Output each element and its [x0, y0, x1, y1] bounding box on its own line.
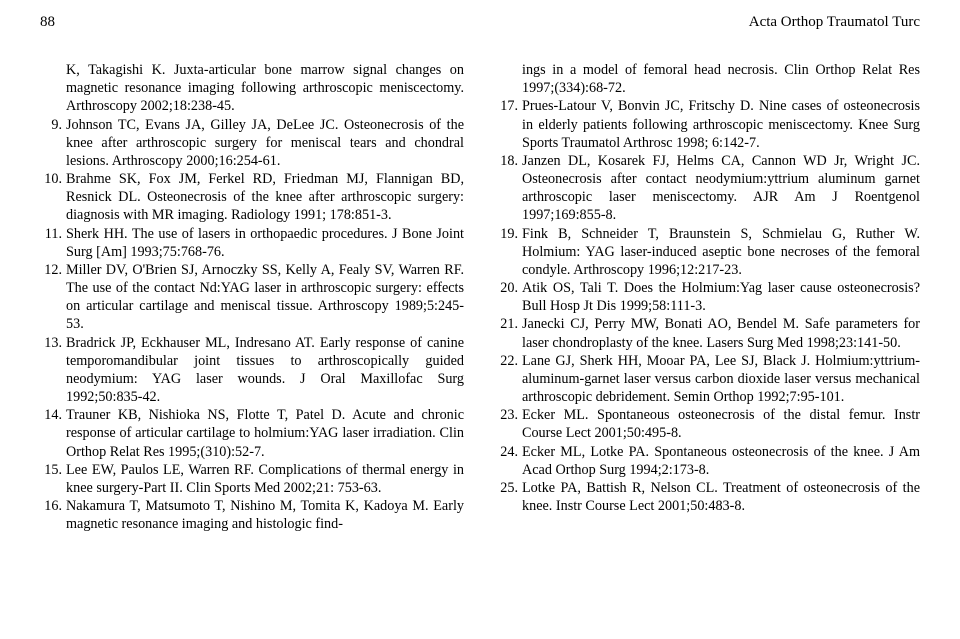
right-column: ings in a model of femoral head necrosis… [496, 61, 920, 533]
left-column: K, Takagishi K. Juxta-articular bone mar… [40, 61, 464, 533]
reference-item: 17.Prues-Latour V, Bonvin JC, Fritschy D… [496, 97, 920, 152]
ref-body: K, Takagishi K. Juxta-articular bone mar… [66, 61, 464, 116]
ref-body: Miller DV, O'Brien SJ, Arnoczky SS, Kell… [66, 261, 464, 334]
ref-number: 19. [496, 225, 522, 280]
journal-name: Acta Orthop Traumatol Turc [749, 14, 920, 31]
ref-num-blank [40, 61, 66, 116]
ref-body: Ecker ML. Spontaneous osteonecrosis of t… [522, 406, 920, 442]
ref-body: Sherk HH. The use of lasers in orthopaed… [66, 225, 464, 261]
ref-body: Bradrick JP, Eckhauser ML, Indresano AT.… [66, 334, 464, 407]
reference-continuation: K, Takagishi K. Juxta-articular bone mar… [40, 61, 464, 116]
ref-body: Janzen DL, Kosarek FJ, Helms CA, Cannon … [522, 152, 920, 225]
ref-number: 25. [496, 479, 522, 515]
reference-item: 22.Lane GJ, Sherk HH, Mooar PA, Lee SJ, … [496, 352, 920, 407]
ref-num-blank [496, 61, 522, 97]
reference-item: 11.Sherk HH. The use of lasers in orthop… [40, 225, 464, 261]
ref-number: 23. [496, 406, 522, 442]
reference-item: 10.Brahme SK, Fox JM, Ferkel RD, Friedma… [40, 170, 464, 225]
ref-body: Ecker ML, Lotke PA. Spontaneous osteonec… [522, 443, 920, 479]
reference-continuation: ings in a model of femoral head necrosis… [496, 61, 920, 97]
ref-number: 17. [496, 97, 522, 152]
reference-item: 21.Janecki CJ, Perry MW, Bonati AO, Bend… [496, 315, 920, 351]
ref-number: 12. [40, 261, 66, 334]
reference-item: 23.Ecker ML. Spontaneous osteonecrosis o… [496, 406, 920, 442]
reference-item: 12.Miller DV, O'Brien SJ, Arnoczky SS, K… [40, 261, 464, 334]
reference-item: 18.Janzen DL, Kosarek FJ, Helms CA, Cann… [496, 152, 920, 225]
ref-body: Lotke PA, Battish R, Nelson CL. Treatmen… [522, 479, 920, 515]
ref-body: Nakamura T, Matsumoto T, Nishino M, Tomi… [66, 497, 464, 533]
ref-body: Prues-Latour V, Bonvin JC, Fritschy D. N… [522, 97, 920, 152]
ref-number: 15. [40, 461, 66, 497]
reference-item: 14.Trauner KB, Nishioka NS, Flotte T, Pa… [40, 406, 464, 461]
page-number: 88 [40, 14, 55, 31]
ref-body: Trauner KB, Nishioka NS, Flotte T, Patel… [66, 406, 464, 461]
reference-item: 25.Lotke PA, Battish R, Nelson CL. Treat… [496, 479, 920, 515]
ref-body: Johnson TC, Evans JA, Gilley JA, DeLee J… [66, 116, 464, 171]
reference-item: 9.Johnson TC, Evans JA, Gilley JA, DeLee… [40, 116, 464, 171]
page-header: 88 Acta Orthop Traumatol Turc [40, 14, 920, 31]
ref-number: 10. [40, 170, 66, 225]
ref-number: 16. [40, 497, 66, 533]
ref-number: 22. [496, 352, 522, 407]
ref-body: Fink B, Schneider T, Braunstein S, Schmi… [522, 225, 920, 280]
ref-number: 20. [496, 279, 522, 315]
reference-item: 16.Nakamura T, Matsumoto T, Nishino M, T… [40, 497, 464, 533]
reference-item: 20.Atik OS, Tali T. Does the Holmium:Yag… [496, 279, 920, 315]
ref-number: 14. [40, 406, 66, 461]
ref-body: Lee EW, Paulos LE, Warren RF. Complicati… [66, 461, 464, 497]
reference-item: 19.Fink B, Schneider T, Braunstein S, Sc… [496, 225, 920, 280]
ref-number: 9. [40, 116, 66, 171]
ref-number: 24. [496, 443, 522, 479]
ref-number: 13. [40, 334, 66, 407]
page-root: 88 Acta Orthop Traumatol Turc K, Takagis… [0, 0, 960, 553]
reference-item: 24.Ecker ML, Lotke PA. Spontaneous osteo… [496, 443, 920, 479]
ref-body: ings in a model of femoral head necrosis… [522, 61, 920, 97]
columns-wrap: K, Takagishi K. Juxta-articular bone mar… [40, 61, 920, 533]
reference-item: 13.Bradrick JP, Eckhauser ML, Indresano … [40, 334, 464, 407]
reference-item: 15.Lee EW, Paulos LE, Warren RF. Complic… [40, 461, 464, 497]
ref-number: 11. [40, 225, 66, 261]
ref-number: 21. [496, 315, 522, 351]
ref-body: Janecki CJ, Perry MW, Bonati AO, Bendel … [522, 315, 920, 351]
ref-body: Brahme SK, Fox JM, Ferkel RD, Friedman M… [66, 170, 464, 225]
ref-body: Atik OS, Tali T. Does the Holmium:Yag la… [522, 279, 920, 315]
ref-number: 18. [496, 152, 522, 225]
ref-body: Lane GJ, Sherk HH, Mooar PA, Lee SJ, Bla… [522, 352, 920, 407]
